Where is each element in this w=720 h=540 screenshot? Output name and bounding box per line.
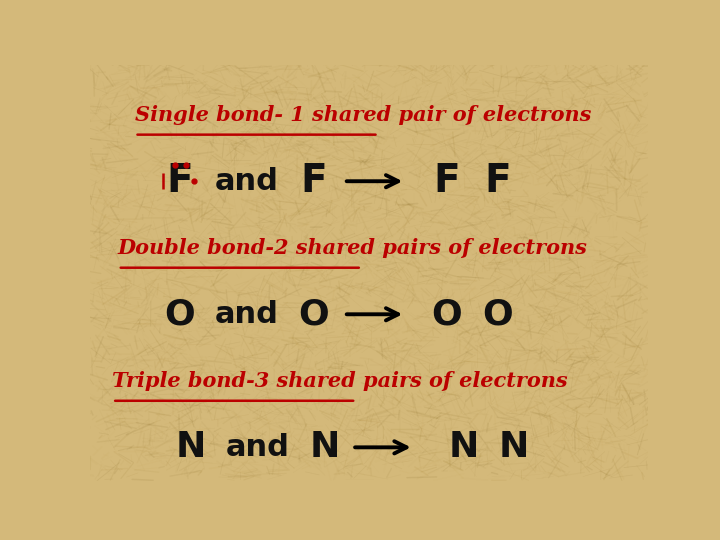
Text: Triple bond-3 shared pairs of electrons: Triple bond-3 shared pairs of electrons — [112, 371, 568, 391]
Text: and: and — [215, 300, 278, 329]
Text: N: N — [499, 430, 529, 464]
Text: N: N — [175, 430, 206, 464]
Text: and: and — [225, 433, 289, 462]
Text: N: N — [309, 430, 340, 464]
Text: F: F — [484, 162, 510, 200]
Text: F: F — [300, 162, 326, 200]
Text: O: O — [298, 298, 328, 331]
Text: O: O — [482, 298, 513, 331]
Text: O: O — [164, 298, 194, 331]
Text: N: N — [449, 430, 479, 464]
Text: F: F — [434, 162, 460, 200]
Text: F: F — [166, 162, 192, 200]
Text: O: O — [432, 298, 462, 331]
Text: and: and — [215, 167, 278, 195]
Text: Double bond-2 shared pairs of electrons: Double bond-2 shared pairs of electrons — [118, 238, 588, 258]
Text: Single bond- 1 shared pair of electrons: Single bond- 1 shared pair of electrons — [135, 105, 591, 125]
